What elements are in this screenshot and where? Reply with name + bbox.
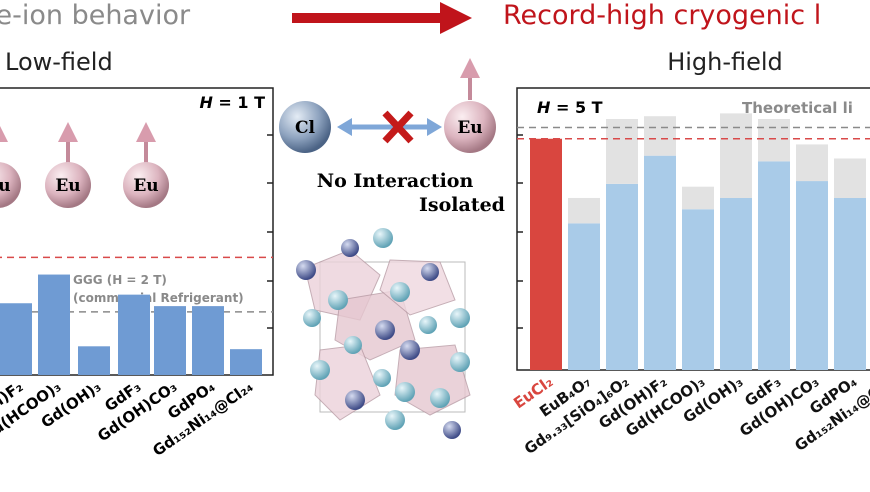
bar — [644, 155, 676, 370]
gap-bar — [834, 158, 866, 198]
ion-label: Eu — [457, 118, 482, 138]
bar — [568, 223, 600, 370]
bar — [118, 294, 150, 375]
gap-bar — [606, 119, 638, 184]
interaction-schematic — [279, 58, 496, 153]
left-heading: le-ion behavior — [0, 0, 191, 31]
ion-sphere — [0, 162, 21, 208]
bar — [606, 183, 638, 370]
gap-bar — [682, 186, 714, 210]
ion-label: Cl — [295, 118, 316, 138]
bar — [0, 303, 32, 375]
spin-arrow-head — [136, 122, 156, 142]
reference-note: (commercial Refrigerant) — [73, 291, 244, 305]
ion-label: Eu — [0, 176, 11, 196]
bar — [78, 346, 110, 375]
interaction-text: No Interaction — [317, 170, 474, 192]
bar — [720, 197, 752, 370]
reference-label: GGG (H = 2 T) — [73, 273, 167, 287]
field-label: H = 1 T — [199, 93, 265, 112]
limit-label: Theoretical li — [742, 99, 853, 117]
bar — [192, 306, 224, 375]
ion-label: Eu — [55, 176, 80, 196]
right-panel-title: High-field — [667, 48, 783, 76]
bar — [682, 209, 714, 370]
gap-bar — [720, 113, 752, 198]
spin-arrow-head — [58, 122, 78, 142]
field-value: = 5 T — [550, 98, 602, 117]
ion-sphere — [45, 162, 91, 208]
gap-bar — [758, 119, 790, 162]
ion-sphere — [123, 162, 169, 208]
bar — [154, 306, 186, 375]
ion-label: Eu — [133, 176, 158, 196]
state-text: Isolated — [419, 194, 505, 216]
field-symbol: H — [199, 93, 213, 112]
field-value: = 1 T — [213, 93, 265, 112]
spin-arrow-head — [0, 126, 8, 142]
gap-bar — [796, 144, 828, 182]
left-panel-title: Low-field — [5, 48, 113, 76]
bar — [38, 274, 70, 375]
gap-bar — [644, 116, 676, 156]
crystal-structure — [296, 228, 471, 439]
bar — [834, 197, 866, 370]
bar — [796, 181, 828, 370]
bar — [530, 138, 562, 370]
axis-ticks — [267, 134, 523, 329]
progress-arrow — [292, 2, 472, 34]
gap-bar — [568, 197, 600, 224]
bar — [758, 161, 790, 370]
bar — [230, 349, 262, 375]
field-label: H = 5 T — [537, 98, 603, 117]
right-heading: Record-high cryogenic l — [503, 0, 821, 31]
field-symbol: H — [537, 98, 551, 117]
